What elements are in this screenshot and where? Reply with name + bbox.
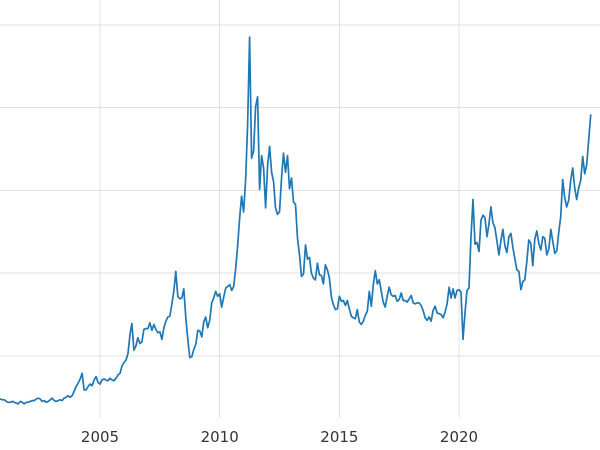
gridlines — [0, 0, 600, 418]
x-tick-label: 2020 — [440, 428, 478, 446]
x-axis-tick-labels: 2005 2010 2015 2020 — [81, 428, 478, 446]
x-tick-label: 2010 — [201, 428, 239, 446]
price-series-line — [0, 36, 592, 405]
x-tick-label: 2005 — [81, 428, 119, 446]
x-tick-label: 2015 — [320, 428, 358, 446]
series-layer — [0, 36, 592, 405]
